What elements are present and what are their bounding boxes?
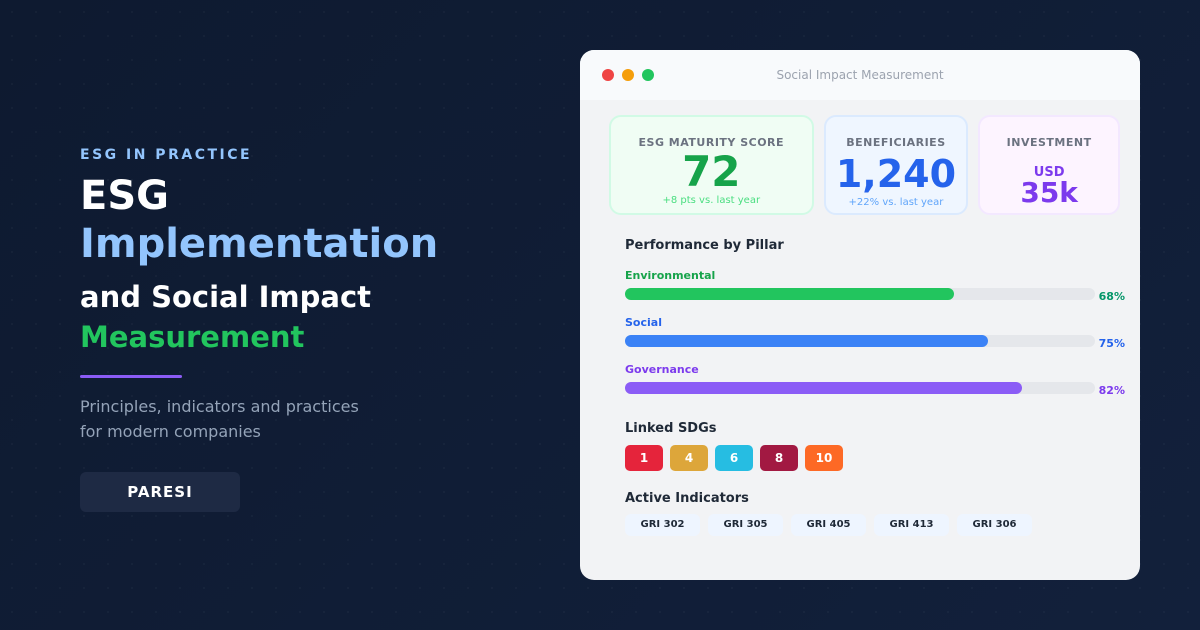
kpi-card-score: ESG MATURITY SCORE 72 +8 pts vs. last ye… xyxy=(609,115,814,215)
pillar-row: 82% xyxy=(625,382,1125,397)
subtitle-line-1: Principles, indicators and practices xyxy=(80,397,359,416)
kpi-sub: +22% vs. last year xyxy=(848,197,944,208)
kpi-sub: +8 pts vs. last year xyxy=(662,195,761,206)
pillar-row: 68% xyxy=(625,288,1125,303)
indicator-chip[interactable]: GRI 306 xyxy=(957,514,1032,536)
title-line-2: Implementation xyxy=(80,221,439,267)
title-line-1: ESG xyxy=(80,173,169,219)
minimize-dot-icon[interactable] xyxy=(622,69,634,81)
kpi-value: 35k xyxy=(1020,176,1078,209)
window-title: Social Impact Measurement xyxy=(776,68,944,82)
brand-badge: PARESI xyxy=(80,472,240,512)
section-title: Performance by Pillar xyxy=(625,238,784,253)
pillar-label: Social xyxy=(625,316,662,329)
section-title: Linked SDGs xyxy=(625,421,717,436)
sdg-badge[interactable]: 8 xyxy=(760,445,798,471)
sdg-badge[interactable]: 1 xyxy=(625,445,663,471)
sdgs-section: Linked SDGs 1 4 6 8 10 xyxy=(580,421,1140,471)
close-dot-icon[interactable] xyxy=(602,69,614,81)
title-bar: Social Impact Measurement xyxy=(580,50,1140,100)
progress-fill xyxy=(625,288,955,300)
section-title: Active Indicators xyxy=(625,491,749,506)
kpi-card-beneficiaries: BENEFICIARIES 1,240 +22% vs. last year xyxy=(823,115,969,215)
sdg-badge[interactable]: 6 xyxy=(715,445,753,471)
subtitle-line-2: for modern companies xyxy=(80,422,261,441)
maximize-dot-icon[interactable] xyxy=(642,69,654,81)
pillar-percent: 82% xyxy=(1098,384,1125,397)
kpi-label: BENEFICIARIES xyxy=(846,136,946,149)
kpi-label: INVESTMENT xyxy=(1006,136,1092,149)
pillar-percent: 68% xyxy=(1098,290,1125,303)
sdg-badge[interactable]: 4 xyxy=(670,445,708,471)
sdg-badge[interactable]: 10 xyxy=(805,445,843,471)
progress-fill xyxy=(625,382,1022,394)
indicator-chip[interactable]: GRI 413 xyxy=(874,514,949,536)
pillar-label: Governance xyxy=(625,363,699,376)
pillars-section: Performance by Pillar Environmental 68% S… xyxy=(580,238,1140,397)
hero: ESG IN PRACTICE ESG Implementation and S… xyxy=(80,147,520,512)
progress-fill xyxy=(625,335,989,347)
pillar-label: Environmental xyxy=(625,269,716,282)
progress-track xyxy=(625,382,1095,394)
indicator-chip[interactable]: GRI 302 xyxy=(625,514,700,536)
kpi-value: 1,240 xyxy=(835,152,957,196)
kpi-value: 72 xyxy=(682,147,741,196)
kpi-label: ESG MATURITY SCORE xyxy=(638,136,785,149)
kpi-cards: ESG MATURITY SCORE 72 +8 pts vs. last ye… xyxy=(580,100,1140,215)
title-line-4: Measurement xyxy=(80,320,305,354)
progress-track xyxy=(625,288,1095,300)
eyebrow: ESG IN PRACTICE xyxy=(80,147,253,163)
pillar-percent: 75% xyxy=(1098,337,1125,350)
pillar-row: 75% xyxy=(625,335,1125,350)
kpi-prefix: USD xyxy=(1033,165,1065,180)
indicator-chip[interactable]: GRI 405 xyxy=(791,514,866,536)
title-line-3: and Social Impact xyxy=(80,280,372,314)
indicator-chip[interactable]: GRI 305 xyxy=(708,514,783,536)
kpi-card-investment: INVESTMENT USD 35k xyxy=(978,115,1120,215)
app-window: Social Impact Measurement ESG MATURITY S… xyxy=(580,50,1140,580)
indicators-section: Active Indicators GRI 302 GRI 305 GRI 405 G… xyxy=(580,491,1140,536)
subtitle: Principles, indicators and practices for … xyxy=(80,394,520,444)
progress-track xyxy=(625,335,1095,347)
divider xyxy=(80,375,182,378)
